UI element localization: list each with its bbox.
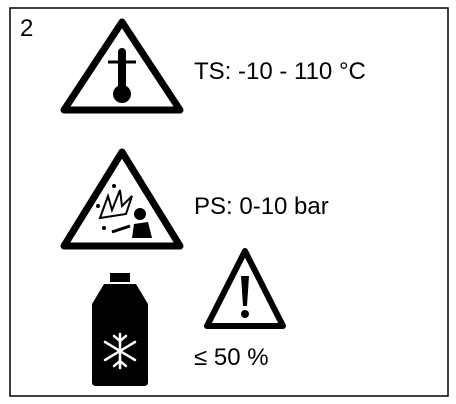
frame (9, 7, 449, 397)
label-number: 2 (20, 15, 33, 42)
fill-limit: ≤ 50 % (194, 344, 269, 371)
temperature-range: TS: -10 - 110 °C (194, 58, 366, 85)
temperature-icon (60, 18, 184, 114)
warning-icon (204, 248, 286, 329)
antifreeze-bottle (92, 273, 148, 386)
pressure-icon (60, 148, 184, 250)
pressure-range: PS: 0-10 bar (194, 193, 329, 220)
